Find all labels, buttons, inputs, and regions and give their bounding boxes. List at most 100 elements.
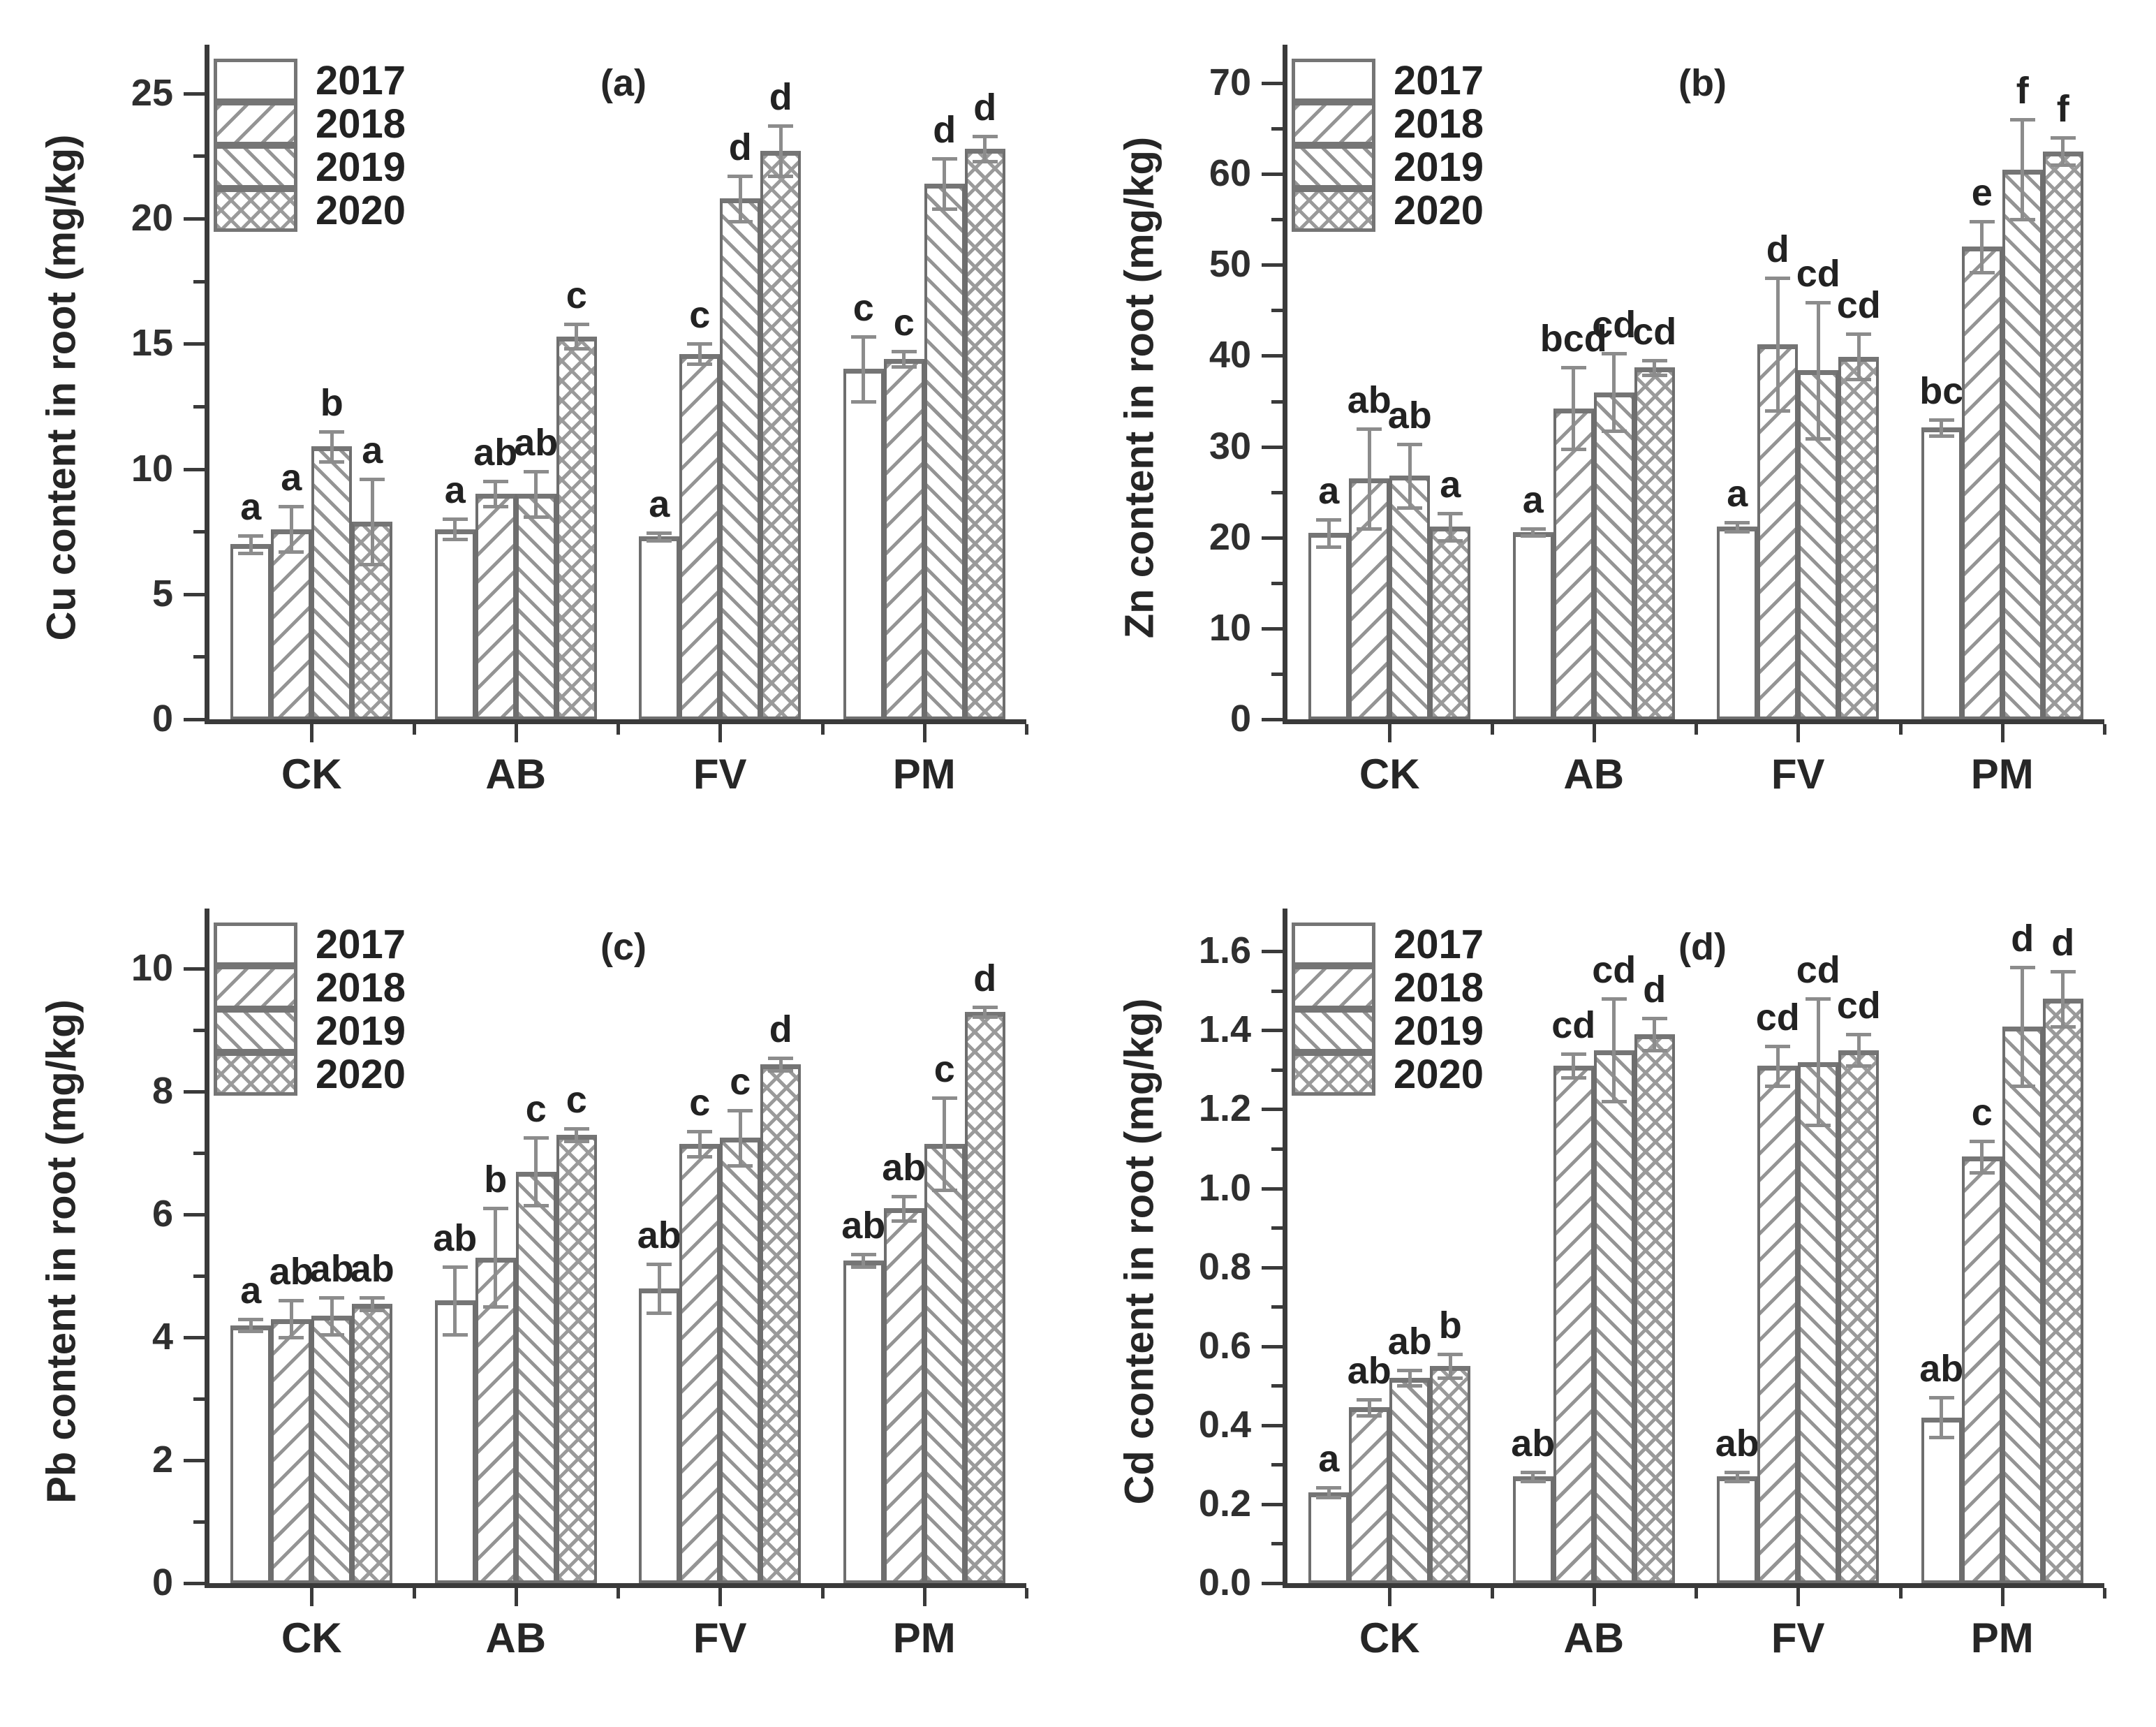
y-tick-major: [184, 342, 205, 346]
bar-2018-PM: [883, 1208, 924, 1583]
legend-label: 2019: [316, 1008, 406, 1054]
error-bar: [1940, 1397, 1944, 1437]
error-bar: [778, 1057, 783, 1071]
significance-letter: f: [2016, 70, 2029, 112]
significance-letter: a: [649, 483, 670, 525]
error-bar-cap-top: [850, 1253, 876, 1257]
x-category-label: AB: [1563, 751, 1625, 798]
error-bar: [370, 478, 374, 564]
legend-swatch-cross-icon: [1292, 189, 1375, 232]
error-bar-cap-bottom: [1601, 1100, 1627, 1104]
x-tick-major: [1388, 724, 1392, 742]
error-bar-cap-bottom: [1520, 534, 1546, 538]
y-tick-major: [184, 1336, 205, 1340]
error-bar-cap-bottom: [1928, 1435, 1954, 1439]
error-bar-cap-bottom: [728, 219, 753, 223]
y-tick-major: [1262, 1423, 1283, 1427]
legend-label: 2020: [316, 1051, 406, 1097]
error-bar-cap-bottom: [1397, 1384, 1423, 1388]
error-bar: [657, 1263, 661, 1313]
significance-letter: ab: [841, 1205, 886, 1247]
error-bar: [983, 1006, 987, 1017]
error-bar-cap-bottom: [1601, 429, 1627, 434]
bar-2018-CK: [1349, 478, 1390, 719]
panel-a: 0 5 10 15 20 25 CK AB FV PM a a a c a ab c c b ab d d a c d d 2017…: [0, 0, 1078, 863]
error-bar: [1735, 522, 1739, 531]
bar-2017-PM: [843, 1261, 884, 1583]
panel-letter: (c): [600, 926, 647, 968]
significance-letter: ab: [882, 1146, 926, 1189]
y-tick-label: 0.2: [1198, 1482, 1251, 1524]
significance-letter: cd: [1592, 949, 1637, 992]
y-tick-major: [1262, 354, 1283, 358]
error-bar: [1612, 999, 1616, 1102]
x-tick-major: [1388, 1588, 1392, 1606]
error-bar: [983, 135, 987, 161]
error-bar-cap-top: [1969, 219, 1995, 223]
y-tick-minor: [193, 154, 205, 159]
y-tick-label: 0.6: [1198, 1324, 1251, 1367]
legend-label: 2017: [1394, 57, 1484, 103]
error-bar-cap-bottom: [319, 1332, 345, 1337]
error-bar: [778, 126, 783, 177]
bar-2019-PM: [924, 1144, 965, 1583]
significance-letter: ab: [514, 422, 559, 464]
error-bar-cap-bottom: [1357, 1413, 1382, 1418]
bar-2019-PM: [2002, 169, 2043, 719]
x-category-label: FV: [693, 751, 747, 798]
y-tick-major: [1262, 718, 1283, 721]
y-tick-minor: [1271, 1147, 1283, 1151]
legend-item-2020: 2020: [1292, 188, 1484, 233]
error-bar: [370, 1297, 374, 1310]
y-tick-major: [184, 592, 205, 596]
significance-letter: a: [240, 1269, 262, 1311]
significance-letter: ab: [637, 1214, 681, 1256]
bar-2019-FV: [720, 198, 761, 719]
bar-2019-PM: [2002, 1026, 2043, 1583]
y-tick-label: 2: [152, 1439, 173, 1481]
x-tick-major: [1796, 1588, 1801, 1606]
y-axis-title: Zn content in root (mg/kg): [1116, 136, 1162, 639]
error-bar-cap-bottom: [2009, 1084, 2035, 1088]
bar-2018-AB: [1553, 1066, 1594, 1583]
error-bar: [943, 158, 947, 209]
error-bar-cap-top: [482, 1207, 508, 1211]
y-tick-label: 0.8: [1198, 1245, 1251, 1288]
x-axis: [205, 1583, 1026, 1588]
error-bar-cap-bottom: [563, 1139, 589, 1143]
x-tick-minor: [412, 1588, 416, 1599]
bar-2017-AB: [434, 529, 475, 719]
y-tick-minor: [193, 1397, 205, 1402]
x-category-label: FV: [1771, 751, 1825, 798]
y-tick-major: [1262, 1186, 1283, 1191]
significance-letter: cd: [1551, 1004, 1596, 1047]
bar-2019-CK: [1389, 1377, 1431, 1583]
bar-2017-CK: [1308, 1492, 1350, 1583]
panel-letter: (b): [1678, 62, 1727, 104]
y-tick-minor: [193, 1029, 205, 1033]
error-bar-cap-bottom: [931, 207, 957, 211]
error-bar-cap-top: [2050, 969, 2076, 973]
error-bar: [1572, 1054, 1576, 1078]
error-bar-cap-top: [768, 124, 794, 128]
significance-letter: bcd: [1540, 318, 1607, 360]
error-bar-cap-top: [442, 517, 468, 522]
significance-letter: a: [1522, 478, 1544, 521]
x-tick-minor: [1694, 724, 1698, 735]
significance-letter: cd: [1796, 252, 1840, 295]
error-bar-cap-bottom: [482, 505, 508, 509]
error-bar-cap-top: [931, 156, 957, 161]
error-bar-cap-bottom: [1806, 436, 1831, 441]
error-bar: [1408, 443, 1412, 508]
significance-letter: ab: [269, 1251, 313, 1293]
legend: 2017 2018 2019 2020: [214, 921, 406, 1097]
bar-2017-PM: [1921, 1417, 1962, 1583]
legend-label: 2017: [316, 921, 406, 967]
y-tick-label: 1.6: [1198, 929, 1251, 972]
x-tick-minor: [1898, 1588, 1903, 1599]
significance-letter: cd: [1796, 949, 1840, 992]
error-bar: [1327, 519, 1331, 547]
legend-label: 2017: [316, 57, 406, 103]
x-tick-minor: [820, 1588, 825, 1599]
y-tick-minor: [1271, 1463, 1283, 1467]
